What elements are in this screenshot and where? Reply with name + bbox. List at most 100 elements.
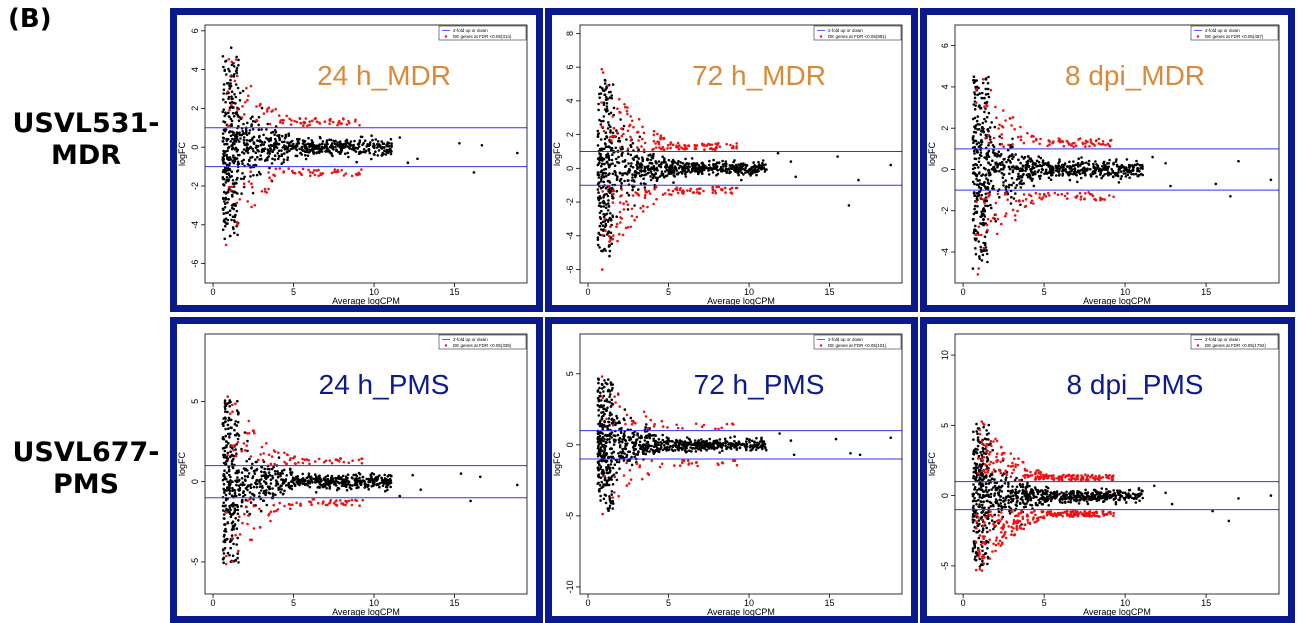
- non-de-point: [1002, 158, 1005, 161]
- row-label-line2: MDR: [50, 140, 122, 171]
- non-de-point: [673, 160, 676, 164]
- non-de-point: [295, 480, 299, 484]
- non-de-point: [1079, 176, 1083, 180]
- non-de-point: [232, 203, 235, 206]
- de-gene-point: [980, 233, 983, 237]
- de-gene-point: [308, 500, 311, 503]
- non-de-point: [296, 475, 300, 478]
- de-gene-point: [335, 503, 338, 507]
- non-de-point: [1018, 169, 1022, 173]
- non-de-point: [732, 160, 735, 164]
- non-de-point: [605, 203, 608, 206]
- non-de-point: [610, 447, 614, 451]
- non-de-point: [599, 186, 603, 190]
- de-gene-point: [713, 147, 717, 151]
- non-de-point: [227, 131, 231, 134]
- de-gene-point: [629, 135, 632, 139]
- non-de-point: [602, 497, 606, 501]
- non-de-point: [684, 157, 687, 161]
- non-de-point: [246, 151, 250, 154]
- de-gene-point: [241, 105, 244, 108]
- de-gene-point: [611, 134, 614, 138]
- non-de-point: [223, 120, 227, 124]
- non-de-point: [669, 168, 673, 172]
- de-gene-point: [608, 235, 611, 238]
- de-gene-point: [652, 147, 655, 151]
- non-de-point: [279, 471, 282, 475]
- outlier-point: [458, 142, 461, 145]
- de-gene-point: [1097, 137, 1101, 141]
- non-de-point: [311, 149, 314, 152]
- non-de-point: [269, 478, 273, 482]
- non-de-point: [989, 163, 992, 166]
- non-de-point: [289, 147, 293, 151]
- outlier-point: [411, 473, 414, 477]
- non-de-point: [234, 494, 238, 498]
- non-de-point: [762, 444, 765, 448]
- de-gene-point: [340, 122, 343, 125]
- non-de-point: [600, 480, 603, 484]
- non-de-point: [632, 451, 635, 455]
- non-de-point: [308, 144, 311, 147]
- non-de-point: [1112, 175, 1115, 179]
- non-de-point: [602, 411, 605, 414]
- de-gene-point: [329, 498, 332, 502]
- non-de-point: [616, 160, 619, 164]
- non-de-point: [1117, 181, 1121, 184]
- non-de-point: [600, 209, 603, 213]
- non-de-point: [373, 146, 376, 150]
- non-de-point: [652, 450, 655, 453]
- de-gene-point: [613, 134, 616, 138]
- non-de-point: [997, 150, 1001, 154]
- de-gene-point: [658, 146, 661, 149]
- non-de-point: [271, 144, 274, 147]
- non-de-point: [251, 191, 255, 195]
- non-de-point: [596, 435, 600, 439]
- non-de-point: [262, 149, 266, 153]
- de-gene-point: [659, 136, 662, 140]
- non-de-point: [226, 521, 230, 525]
- plot-panel-24h-pms: 0 5 10 15 -5 0 5 Average logCPM logFC 2-fold up o…: [170, 317, 543, 623]
- non-de-point: [757, 160, 760, 164]
- non-de-point: [1132, 169, 1135, 172]
- de-gene-point: [730, 186, 734, 190]
- de-gene-point: [675, 186, 679, 189]
- non-de-point: [687, 441, 691, 445]
- non-de-point: [235, 132, 239, 136]
- de-gene-point: [317, 168, 320, 172]
- non-de-point: [266, 122, 269, 126]
- non-de-point: [1012, 155, 1015, 158]
- non-de-point: [630, 455, 633, 459]
- de-gene-point: [303, 121, 307, 124]
- non-de-point: [247, 147, 251, 150]
- non-de-point: [276, 482, 280, 486]
- non-de-point: [335, 149, 338, 152]
- non-de-point: [685, 444, 689, 447]
- non-de-point: [1009, 144, 1012, 147]
- non-de-point: [357, 145, 361, 148]
- non-de-point: [246, 475, 250, 478]
- de-gene-point: [328, 459, 332, 462]
- non-de-point: [684, 175, 688, 178]
- non-de-point: [738, 166, 741, 170]
- x-tick-label: 0: [961, 287, 966, 297]
- non-de-point: [282, 152, 286, 155]
- de-gene-point: [614, 401, 617, 404]
- non-de-point: [621, 145, 624, 149]
- non-de-point: [983, 249, 987, 252]
- non-de-point: [308, 480, 311, 484]
- non-de-point: [608, 504, 612, 508]
- non-de-point: [981, 91, 984, 95]
- non-de-point: [263, 140, 267, 144]
- non-de-point: [233, 433, 237, 437]
- non-de-point: [990, 206, 993, 210]
- non-de-point: [733, 446, 736, 449]
- non-de-point: [343, 479, 347, 482]
- non-de-point: [229, 46, 233, 49]
- de-gene-point: [612, 192, 615, 196]
- non-de-point: [252, 164, 255, 167]
- non-de-point: [987, 171, 991, 175]
- de-gene-point: [274, 107, 277, 111]
- de-gene-point: [1093, 144, 1096, 147]
- non-de-point: [266, 467, 269, 471]
